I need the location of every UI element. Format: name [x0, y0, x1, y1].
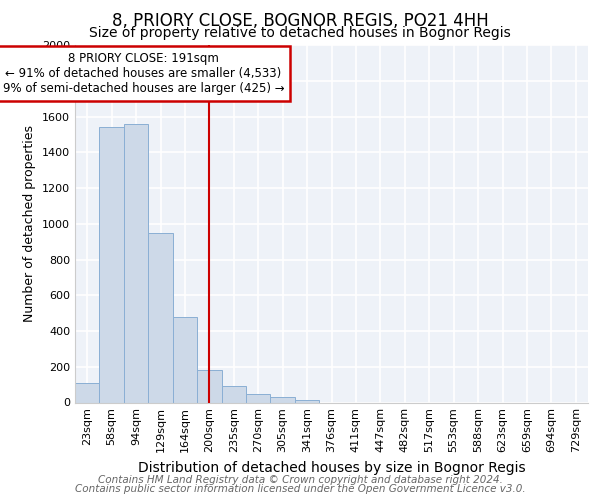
- X-axis label: Distribution of detached houses by size in Bognor Regis: Distribution of detached houses by size …: [137, 461, 526, 475]
- Bar: [221, 386, 246, 402]
- Text: 8, PRIORY CLOSE, BOGNOR REGIS, PO21 4HH: 8, PRIORY CLOSE, BOGNOR REGIS, PO21 4HH: [112, 12, 488, 30]
- Bar: [75, 383, 100, 402]
- Bar: [271, 397, 295, 402]
- Text: Contains public sector information licensed under the Open Government Licence v3: Contains public sector information licen…: [74, 484, 526, 494]
- Bar: [295, 400, 319, 402]
- Bar: [173, 316, 197, 402]
- Bar: [148, 232, 173, 402]
- Bar: [197, 370, 221, 402]
- Bar: [100, 127, 124, 402]
- Bar: [124, 124, 148, 402]
- Y-axis label: Number of detached properties: Number of detached properties: [23, 125, 37, 322]
- Text: 8 PRIORY CLOSE: 191sqm
← 91% of detached houses are smaller (4,533)
9% of semi-d: 8 PRIORY CLOSE: 191sqm ← 91% of detached…: [2, 52, 284, 95]
- Text: Contains HM Land Registry data © Crown copyright and database right 2024.: Contains HM Land Registry data © Crown c…: [98, 475, 502, 485]
- Bar: [246, 394, 271, 402]
- Text: Size of property relative to detached houses in Bognor Regis: Size of property relative to detached ho…: [89, 26, 511, 40]
